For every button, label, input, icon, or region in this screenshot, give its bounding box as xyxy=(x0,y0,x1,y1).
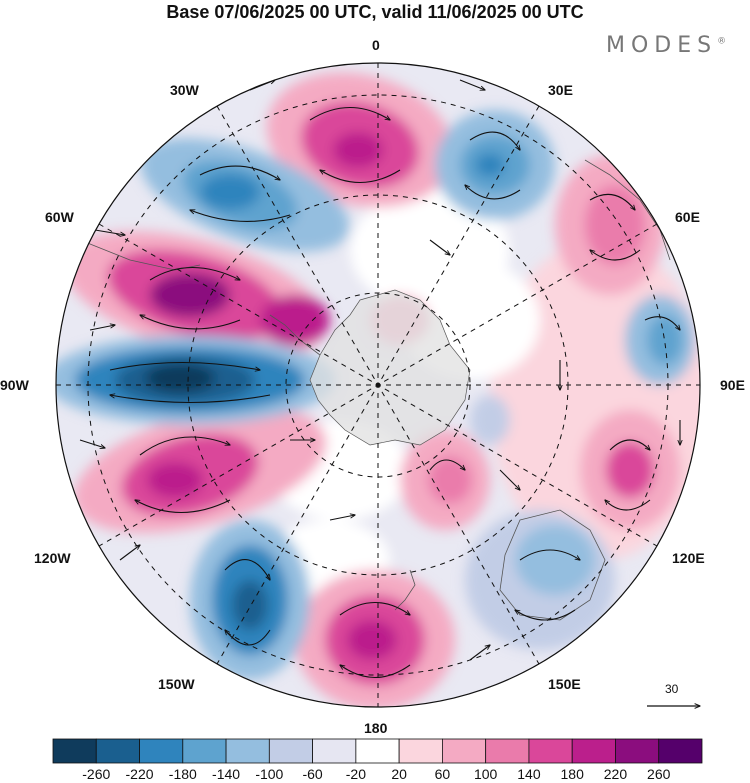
colorbar-tick-label: -180 xyxy=(168,766,197,782)
lon-label-120w: 120W xyxy=(34,550,71,566)
map-border xyxy=(55,62,701,708)
colorbar-swatch xyxy=(571,738,616,764)
reference-vector-value: 30 xyxy=(665,682,679,696)
anomaly-field xyxy=(56,63,700,707)
colorbar-swatch xyxy=(225,738,270,764)
south-pole-marker xyxy=(375,382,381,388)
colorbar-swatch xyxy=(95,738,140,764)
colorbar-swatch xyxy=(441,738,487,764)
lon-label-90e: 90E xyxy=(720,377,745,393)
lon-label-150w: 150W xyxy=(158,676,195,692)
brand-text: MODES xyxy=(606,33,718,58)
colorbar-tick-label: 100 xyxy=(473,766,498,782)
colorbar-tick-label: -140 xyxy=(212,766,241,782)
colorbar-swatch xyxy=(182,738,227,764)
colorbar-swatch xyxy=(139,738,184,764)
colorbar-tick-label: 20 xyxy=(391,766,407,782)
colorbar xyxy=(52,738,703,764)
map-title: Base 07/06/2025 00 UTC, valid 11/06/2025… xyxy=(166,2,584,22)
colorbar-tick-label: -100 xyxy=(255,766,284,782)
modes-logo: MODES® xyxy=(606,33,726,58)
lon-label-30w: 30W xyxy=(170,82,199,98)
colorbar-tick-label: -220 xyxy=(125,766,154,782)
colorbar-tick-label: 220 xyxy=(603,766,628,782)
colorbar-swatch xyxy=(485,738,530,764)
lon-label-60e: 60E xyxy=(675,209,700,225)
colorbar-tick-label: 180 xyxy=(560,766,584,782)
colorbar-tick-label: 60 xyxy=(434,766,451,782)
colorbar-swatch xyxy=(658,738,703,764)
colorbar-tick-label: -20 xyxy=(345,766,366,782)
brand-mark: ® xyxy=(717,36,727,47)
colorbar-swatch xyxy=(312,738,357,764)
lon-label-0: 0 xyxy=(372,37,380,53)
lon-label-180: 180 xyxy=(364,720,388,736)
lon-label-90w: 90W xyxy=(0,377,29,393)
colorbar-swatch xyxy=(398,738,443,764)
colorbar-swatch xyxy=(615,738,660,764)
colorbar-swatch xyxy=(52,738,97,764)
lon-label-60w: 60W xyxy=(45,209,74,225)
colorbar-tick-label: -60 xyxy=(302,766,323,782)
colorbar-tick-label: 140 xyxy=(517,766,541,782)
colorbar-swatch xyxy=(528,738,573,764)
lon-label-120e: 120E xyxy=(672,550,705,566)
colorbar-swatch xyxy=(355,738,400,764)
colorbar-swatch xyxy=(268,738,314,764)
colorbar-tick-label: -260 xyxy=(82,766,111,782)
lon-label-150e: 150E xyxy=(548,676,581,692)
lon-label-30e: 30E xyxy=(548,82,573,98)
colorbar-tick-label: 260 xyxy=(647,766,671,782)
